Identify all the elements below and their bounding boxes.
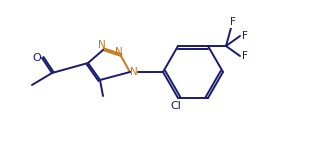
- Text: F: F: [242, 51, 248, 61]
- Text: N: N: [98, 40, 106, 50]
- Text: N: N: [115, 47, 123, 57]
- Text: O: O: [33, 53, 41, 63]
- Text: N: N: [130, 67, 138, 77]
- Text: F: F: [242, 31, 248, 41]
- Text: Cl: Cl: [171, 101, 181, 111]
- Text: F: F: [230, 17, 236, 27]
